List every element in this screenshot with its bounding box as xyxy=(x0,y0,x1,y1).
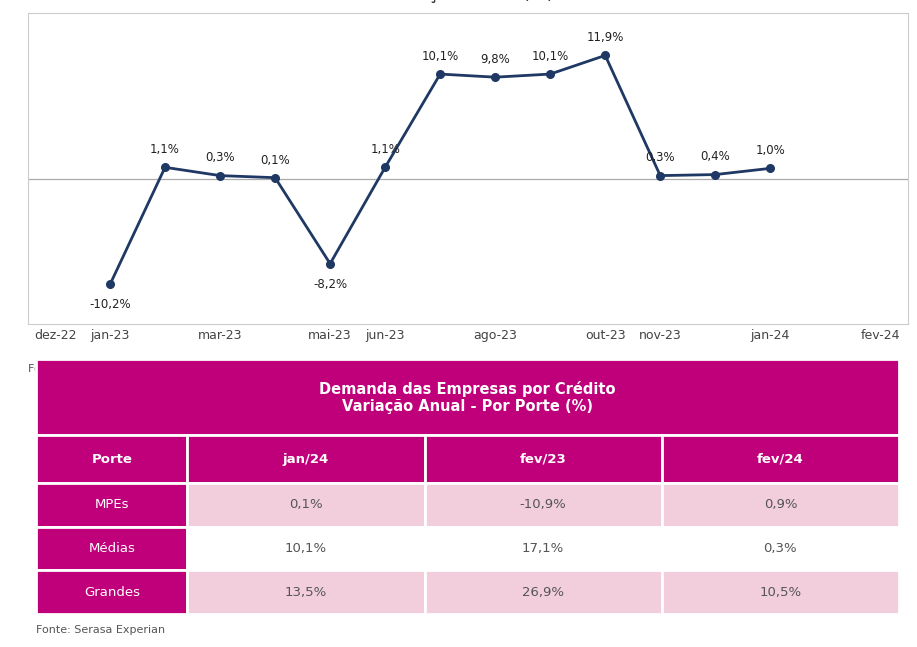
Text: 0,3%: 0,3% xyxy=(764,542,797,555)
Text: -10,9%: -10,9% xyxy=(520,498,567,511)
Text: 0,9%: 0,9% xyxy=(764,498,797,511)
Bar xyxy=(187,483,425,527)
Text: 0,1%: 0,1% xyxy=(289,498,323,511)
Text: -8,2%: -8,2% xyxy=(313,278,348,291)
Text: -10,2%: -10,2% xyxy=(89,298,131,311)
Text: 0,3%: 0,3% xyxy=(205,151,235,164)
Bar xyxy=(37,435,187,483)
Bar xyxy=(425,527,662,570)
Bar xyxy=(662,483,899,527)
Text: 10,1%: 10,1% xyxy=(532,50,569,63)
Bar xyxy=(425,435,662,483)
Text: 1,1%: 1,1% xyxy=(150,143,180,156)
Text: 13,5%: 13,5% xyxy=(285,586,327,598)
Text: 17,1%: 17,1% xyxy=(522,542,564,555)
Text: jan/24: jan/24 xyxy=(282,453,329,466)
Text: Porte: Porte xyxy=(92,453,132,466)
Text: Grandes: Grandes xyxy=(83,586,139,598)
Text: 1,0%: 1,0% xyxy=(756,144,785,157)
Text: fev/23: fev/23 xyxy=(520,453,567,466)
Bar xyxy=(37,527,187,570)
Text: 10,1%: 10,1% xyxy=(285,542,327,555)
Bar xyxy=(37,359,899,435)
Text: 9,8%: 9,8% xyxy=(481,53,510,66)
Bar xyxy=(425,570,662,614)
Text: Fonte: Serasa Experian: Fonte: Serasa Experian xyxy=(37,625,165,635)
Bar xyxy=(187,527,425,570)
Bar xyxy=(662,570,899,614)
Text: 1,1%: 1,1% xyxy=(370,143,400,156)
Bar xyxy=(37,483,187,527)
Bar xyxy=(187,570,425,614)
Title: Demanda das Empresas por Crédito
Variação Anual (%): Demanda das Empresas por Crédito Variaçã… xyxy=(304,0,631,3)
Text: 0,1%: 0,1% xyxy=(260,153,290,166)
Bar xyxy=(662,435,899,483)
Bar xyxy=(37,570,187,614)
Bar xyxy=(662,527,899,570)
Text: 0,3%: 0,3% xyxy=(646,151,675,164)
Text: fev/24: fev/24 xyxy=(757,453,804,466)
Bar xyxy=(425,483,662,527)
Text: Fonte: Serasa Experian: Fonte: Serasa Experian xyxy=(28,364,157,374)
Text: MPEs: MPEs xyxy=(94,498,129,511)
Bar xyxy=(187,435,425,483)
Text: 10,5%: 10,5% xyxy=(759,586,801,598)
Text: 11,9%: 11,9% xyxy=(587,31,624,44)
Text: Demanda das Empresas por Crédito
Variação Anual - Por Porte (%): Demanda das Empresas por Crédito Variaçã… xyxy=(319,380,616,414)
Text: 0,4%: 0,4% xyxy=(701,151,730,164)
Text: 10,1%: 10,1% xyxy=(422,50,458,63)
Text: 26,9%: 26,9% xyxy=(522,586,564,598)
Text: Médias: Médias xyxy=(88,542,135,555)
